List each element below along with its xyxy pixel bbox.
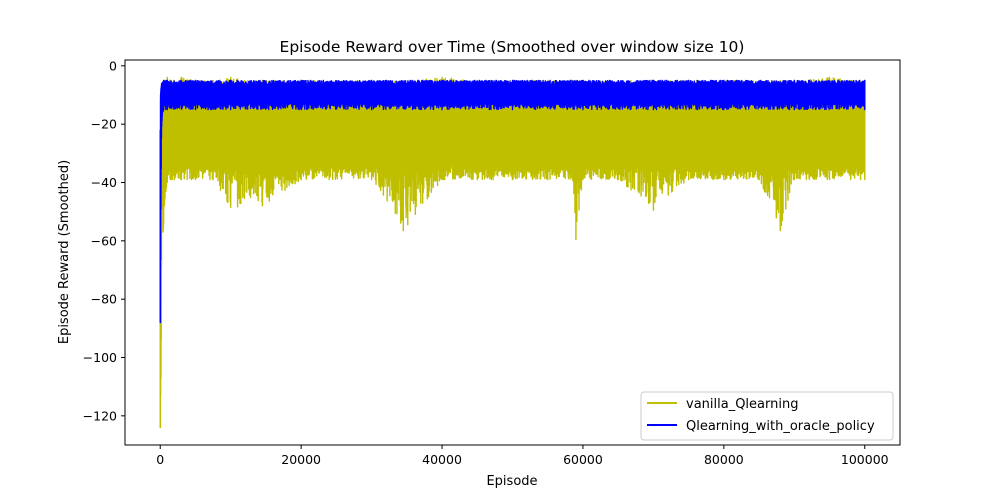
y-axis: 0 −20 −40 −60 −80 −100 −120 [83, 58, 125, 423]
plot-frame [124, 59, 901, 446]
y-axis-label: Episode Reward (Smoothed) [57, 160, 72, 344]
chart-title: Episode Reward over Time (Smoothed over … [280, 38, 745, 56]
x-tick-label: 40000 [422, 452, 462, 467]
legend-label-vanilla: vanilla_Qlearning [686, 397, 798, 412]
legend: vanilla_Qlearning Qlearning_with_oracle_… [640, 391, 894, 441]
plot-area [124, 59, 901, 446]
x-axis-label: Episode [486, 474, 537, 489]
x-axis: 0 20000 40000 60000 80000 100000 [156, 445, 889, 467]
y-tick-label: −40 [91, 175, 117, 190]
y-tick-label: −100 [83, 350, 117, 365]
series-layer [159, 76, 866, 429]
legend-label-oracle: Qlearning_with_oracle_policy [686, 419, 875, 434]
legend-frame [640, 391, 894, 441]
series-line-qlearning-oracle [159, 79, 866, 324]
x-tick-label: 60000 [563, 452, 603, 467]
x-tick-label: 20000 [281, 452, 321, 467]
y-tick-label: −60 [91, 233, 117, 248]
y-tick-label: −80 [91, 292, 117, 307]
y-tick-label: 0 [109, 58, 117, 73]
y-tick-label: −20 [91, 117, 117, 132]
x-tick-label: 0 [156, 452, 164, 467]
x-tick-label: 80000 [704, 452, 744, 467]
x-tick-label: 100000 [841, 452, 889, 467]
series-line-vanilla-qlearning [159, 76, 866, 429]
y-tick-label: −120 [83, 408, 117, 423]
